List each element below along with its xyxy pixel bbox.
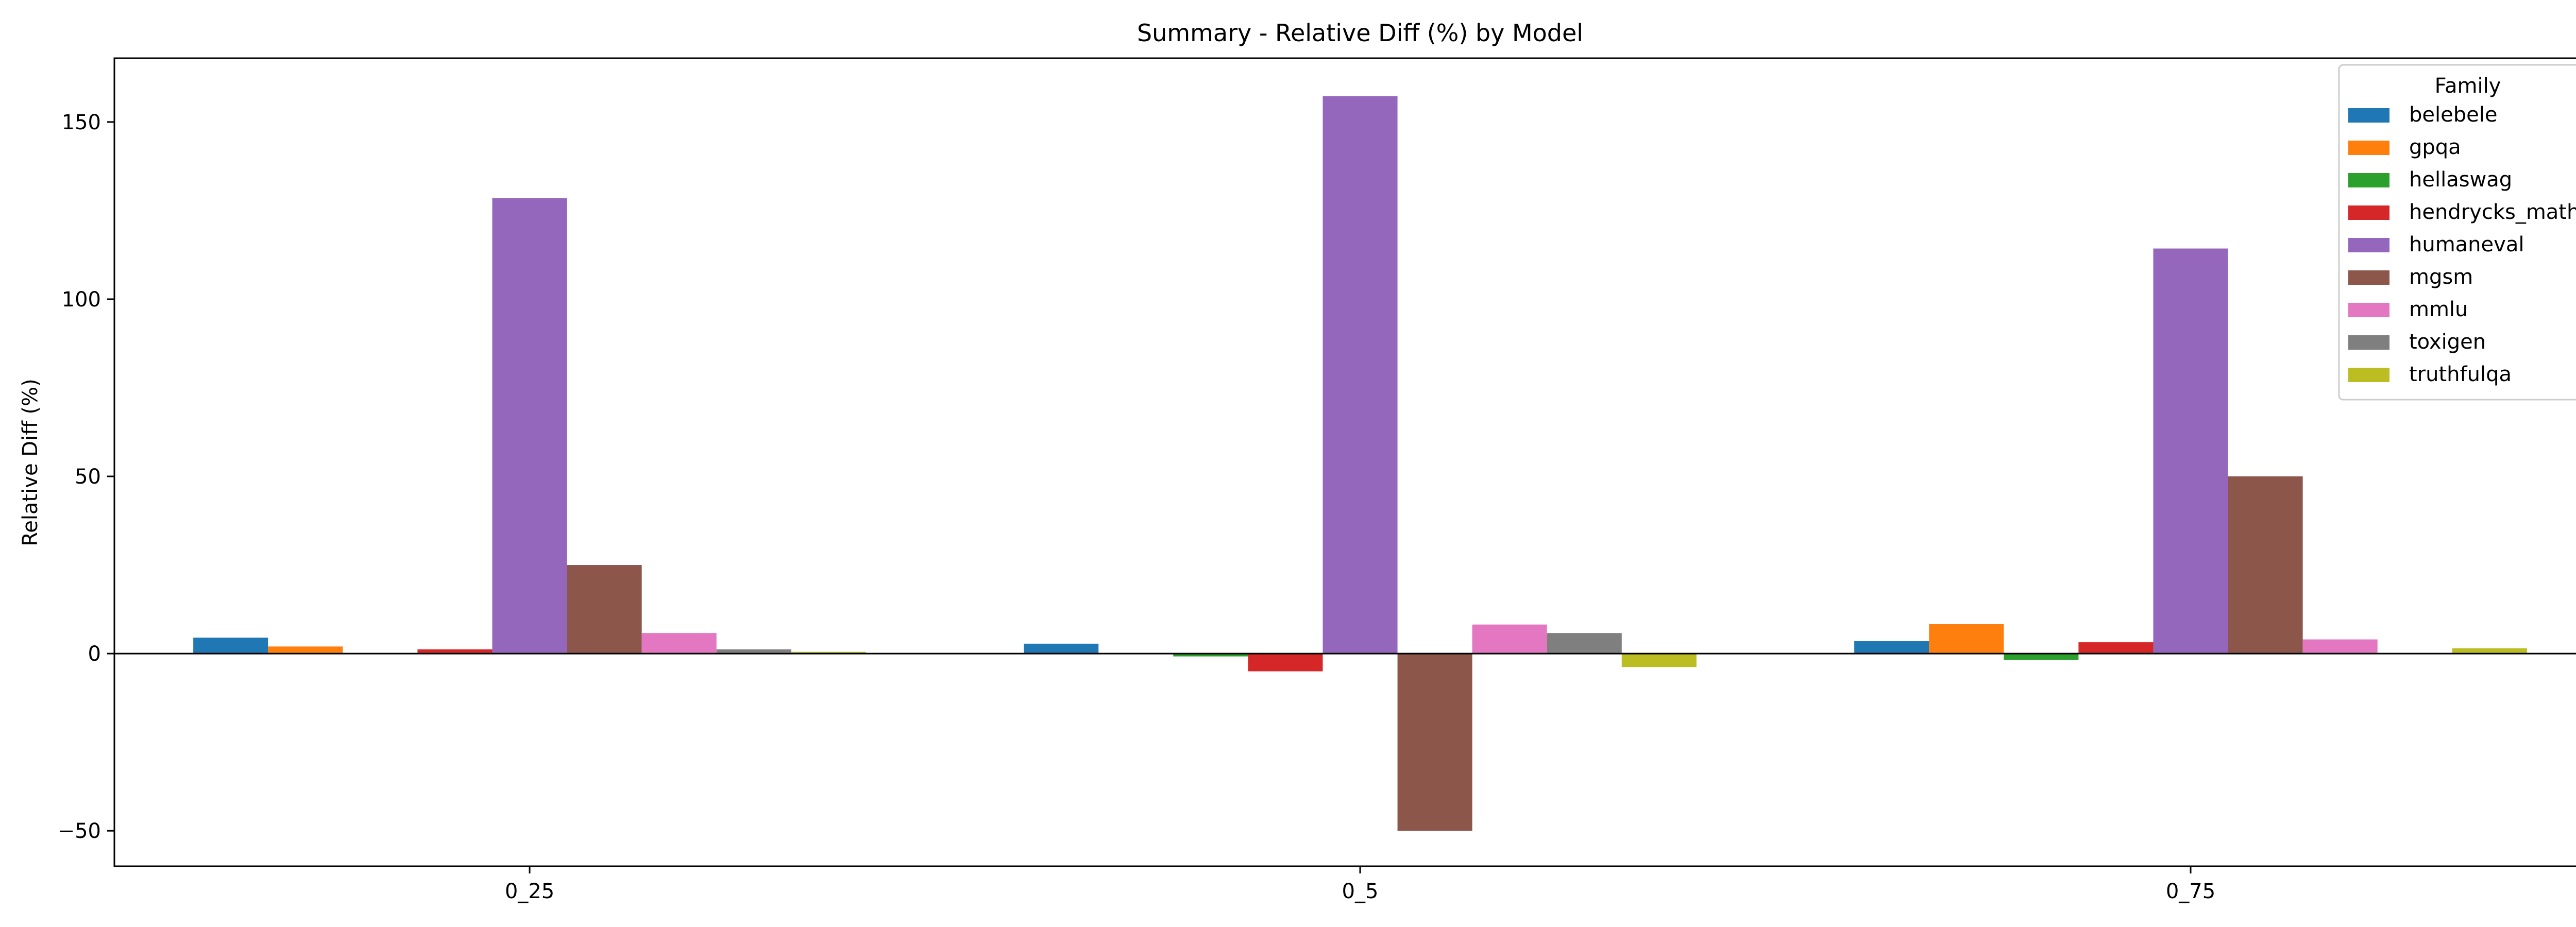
chart-title: Summary - Relative Diff (%) by Model: [1137, 19, 1583, 47]
bar-gpqa-0_25: [268, 646, 343, 654]
legend-label-toxigen: toxigen: [2409, 330, 2486, 354]
y-ticks-group: −50 0 50 100 150: [58, 111, 114, 843]
legend-swatch-hendrycks_math: [2348, 205, 2389, 220]
x-tick-label: 0_25: [505, 880, 554, 903]
y-axis-label: Relative Diff (%): [19, 379, 42, 546]
bar-humaneval-0_75: [2153, 248, 2228, 654]
bar-mgsm-0_25: [567, 565, 642, 654]
bar-mgsm-0_75: [2228, 476, 2303, 654]
bar-belebele-0_75: [1854, 641, 1929, 654]
bar-truthfulqa-0_75: [2452, 648, 2527, 654]
bar-hellaswag-0_75: [2004, 654, 2079, 660]
bar-hendrycks_math-0_5: [1248, 654, 1323, 672]
legend-label-gpqa: gpqa: [2409, 135, 2461, 159]
bar-mmlu-0_25: [641, 633, 717, 654]
y-tick-label: 50: [75, 465, 101, 489]
bar-mmlu-0_5: [1472, 624, 1547, 654]
bars-group: [193, 96, 2527, 831]
bar-mgsm-0_5: [1397, 654, 1472, 831]
legend-swatch-belebele: [2348, 108, 2389, 123]
bar-humaneval-0_5: [1323, 96, 1398, 654]
legend-label-humaneval: humaneval: [2409, 233, 2524, 256]
bar-truthfulqa-0_5: [1621, 654, 1697, 667]
legend-box: [2338, 64, 2576, 401]
legend-label-truthfulqa: truthfulqa: [2409, 363, 2512, 386]
bar-hellaswag-0_5: [1173, 654, 1248, 657]
legend-title: Family: [2435, 74, 2501, 98]
legend-swatch-humaneval: [2348, 238, 2389, 252]
y-tick-label: 100: [62, 288, 101, 312]
legend-label-belebele: belebele: [2409, 103, 2497, 127]
bar-humaneval-0_25: [492, 198, 567, 654]
bar-toxigen-0_25: [716, 649, 791, 654]
legend: Family belebele gpqa hellaswag hendrycks_ma…: [2338, 64, 2576, 401]
bar-belebele-0_25: [193, 638, 268, 654]
bar-truthfulqa-0_25: [791, 651, 866, 654]
y-tick-label: −50: [58, 819, 101, 843]
legend-label-mgsm: mgsm: [2409, 265, 2473, 289]
legend-swatch-hellaswag: [2348, 173, 2389, 187]
legend-label-mmlu: mmlu: [2409, 298, 2468, 321]
legend-swatch-gpqa: [2348, 141, 2389, 155]
plot-frame: [113, 57, 2576, 867]
bar-gpqa-0_75: [1929, 624, 2004, 654]
bar-mmlu-0_75: [2302, 639, 2378, 654]
bar-toxigen-0_5: [1547, 633, 1622, 654]
bar-hendrycks_math-0_75: [2078, 642, 2154, 654]
legend-swatch-mgsm: [2348, 270, 2389, 285]
x-tick-label: 0_5: [1342, 880, 1379, 903]
legend-label-hendrycks_math: hendrycks_math: [2409, 200, 2576, 224]
x-ticks-group: 0_25 0_5 0_75: [505, 866, 2215, 903]
legend-swatch-truthfulqa: [2348, 368, 2389, 382]
bar-belebele-0_5: [1024, 643, 1099, 654]
legend-label-hellaswag: hellaswag: [2409, 168, 2512, 192]
y-tick-label: 0: [88, 642, 101, 666]
bar-hendrycks_math-0_25: [417, 649, 493, 654]
legend-swatch-toxigen: [2348, 335, 2389, 350]
y-tick-label: 150: [62, 111, 101, 134]
legend-swatch-mmlu: [2348, 303, 2389, 317]
x-tick-label: 0_75: [2166, 880, 2215, 903]
